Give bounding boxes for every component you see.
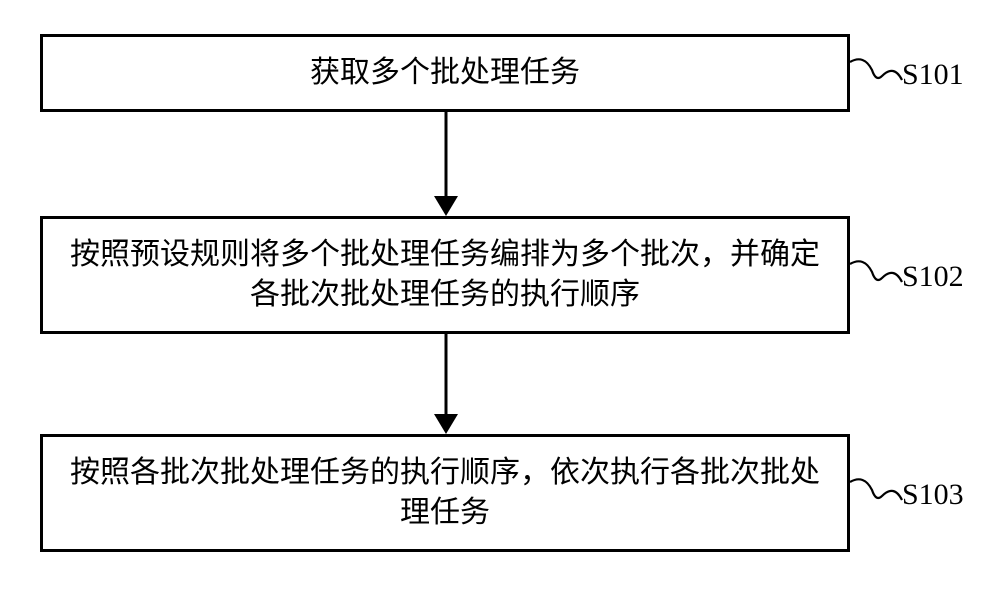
arrow-line	[445, 334, 448, 414]
step-label-1: S101	[902, 58, 964, 92]
flow-node-2-text: 按照预设规则将多个批处理任务编排为多个批次，并确定各批次批处理任务的执行顺序	[63, 235, 827, 316]
brace-connector-2	[850, 258, 902, 298]
brace-connector-1	[850, 56, 902, 96]
arrow-line	[445, 112, 448, 196]
flow-node-2: 按照预设规则将多个批处理任务编排为多个批次，并确定各批次批处理任务的执行顺序	[40, 216, 850, 334]
brace-connector-3	[850, 476, 902, 516]
arrow-head-icon	[434, 196, 458, 216]
flow-node-3: 按照各批次批处理任务的执行顺序，依次执行各批次批处理任务	[40, 434, 850, 552]
step-label-3: S103	[902, 478, 964, 512]
step-label-2: S102	[902, 260, 964, 294]
arrow-head-icon	[434, 414, 458, 434]
flowchart-canvas: 获取多个批处理任务 S101 按照预设规则将多个批处理任务编排为多个批次，并确定…	[0, 0, 1000, 592]
arrow-1-to-2	[445, 112, 447, 216]
flow-node-3-text: 按照各批次批处理任务的执行顺序，依次执行各批次批处理任务	[63, 453, 827, 534]
flow-node-1-text: 获取多个批处理任务	[310, 53, 580, 94]
arrow-2-to-3	[445, 334, 447, 434]
flow-node-1: 获取多个批处理任务	[40, 34, 850, 112]
